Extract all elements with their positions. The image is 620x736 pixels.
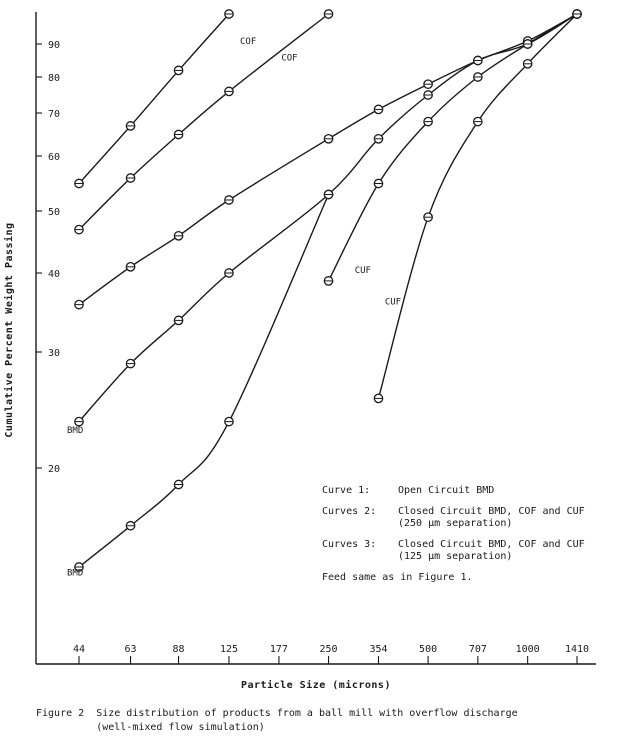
data-point xyxy=(472,72,483,82)
axes xyxy=(35,12,596,665)
curve-label-cuf: CUF xyxy=(355,266,371,276)
x-tick-label: 1000 xyxy=(516,644,540,655)
legend-entry-text: Open Circuit BMD xyxy=(398,485,494,496)
y-tick-label: 30 xyxy=(48,348,60,359)
x-tick-label: 707 xyxy=(469,644,487,655)
data-point xyxy=(323,9,334,19)
legend-entry-text: Closed Circuit BMD, COF and CUF xyxy=(398,539,585,550)
series-line-5 xyxy=(78,194,330,568)
data-point xyxy=(173,315,184,326)
legend: Curve 1: Open Circuit BMD Curves 2: Closed … xyxy=(322,485,585,583)
x-tick-label: 250 xyxy=(319,644,337,655)
data-point xyxy=(522,58,533,69)
y-tick-label: 50 xyxy=(48,207,60,218)
series-line-6 xyxy=(327,13,578,282)
data-point xyxy=(572,9,582,19)
data-point xyxy=(173,479,184,490)
legend-entry-key: Curve 1: xyxy=(322,485,370,496)
y-tick-label: 80 xyxy=(48,73,60,84)
y-tick-label: 70 xyxy=(48,109,60,120)
data-point xyxy=(125,261,136,272)
ticks: 44 63 88 125 177 250 354 500 707 1000 1410 90 80 70 60… xyxy=(36,40,589,664)
data-point xyxy=(522,39,533,49)
curve-label-cof: COF xyxy=(240,37,256,47)
x-tick-label: 354 xyxy=(369,644,387,655)
data-point xyxy=(423,90,433,100)
data-point xyxy=(74,562,84,572)
legend-entry-key: Curves 2: xyxy=(322,506,376,517)
curve-label-bmd: BMD xyxy=(67,568,83,578)
data-point xyxy=(173,129,184,140)
data-point xyxy=(224,268,234,278)
x-tick-label: 125 xyxy=(220,644,238,655)
data-point xyxy=(173,65,184,76)
data-point xyxy=(74,416,84,427)
data-point xyxy=(224,195,234,205)
data-point xyxy=(423,116,433,127)
data-point xyxy=(125,520,136,531)
data-point xyxy=(224,9,234,19)
figure-caption-line-2: (well-mixed flow simulation) xyxy=(36,722,265,733)
legend-entry-text: (250 µm separation) xyxy=(398,518,512,529)
data-point xyxy=(224,86,234,97)
series-line-4 xyxy=(78,13,578,423)
y-tick-label: 40 xyxy=(48,269,60,280)
data-point xyxy=(173,230,184,241)
x-tick-label: 63 xyxy=(125,644,137,655)
series-line-1 xyxy=(78,13,230,184)
x-axis-title: Particle Size (microns) xyxy=(241,679,391,691)
data-point xyxy=(323,276,334,286)
x-tick-label: 500 xyxy=(419,644,437,655)
legend-entry-key: Curves 3: xyxy=(322,539,376,550)
data-point xyxy=(125,173,136,183)
curve-label-bmd: BMD xyxy=(67,426,83,436)
data-point xyxy=(323,133,334,144)
y-tick-label: 60 xyxy=(48,152,60,163)
data-point xyxy=(125,358,136,369)
x-tick-label: 1410 xyxy=(565,644,589,655)
series-line-3 xyxy=(78,13,578,306)
y-tick-label: 20 xyxy=(48,464,60,475)
data-point xyxy=(74,224,84,235)
data-point xyxy=(373,393,384,404)
legend-entry-text: (125 µm separation) xyxy=(398,551,512,562)
curve-label-cof: COF xyxy=(281,54,297,64)
x-tick-label: 88 xyxy=(173,644,185,655)
data-point xyxy=(423,212,433,223)
y-axis-title: Cumulative Percent Weight Passing xyxy=(3,222,15,437)
data-point xyxy=(373,178,384,189)
data-point xyxy=(472,116,483,127)
figure-caption-line-1: Figure 2 Size distribution of products f… xyxy=(36,708,518,719)
legend-entry-text: Feed same as in Figure 1. xyxy=(322,572,473,583)
curve-labels: COF COF BMD BMD CUF CUF xyxy=(67,37,401,578)
data-point xyxy=(373,104,384,115)
data-point xyxy=(373,133,384,144)
data-point xyxy=(224,416,234,427)
data-point xyxy=(125,121,136,131)
data-point xyxy=(323,189,334,200)
curve-label-cuf: CUF xyxy=(385,298,401,308)
data-point xyxy=(74,299,84,310)
x-tick-label: 177 xyxy=(270,644,288,655)
series-line-2 xyxy=(78,13,329,231)
series xyxy=(74,9,582,572)
legend-entry-text: Closed Circuit BMD, COF and CUF xyxy=(398,506,585,517)
data-point xyxy=(423,79,433,90)
y-tick-label: 90 xyxy=(48,40,60,51)
data-point xyxy=(472,55,483,66)
data-point xyxy=(74,178,84,189)
x-tick-label: 44 xyxy=(73,644,85,655)
series-line-7 xyxy=(377,13,578,399)
